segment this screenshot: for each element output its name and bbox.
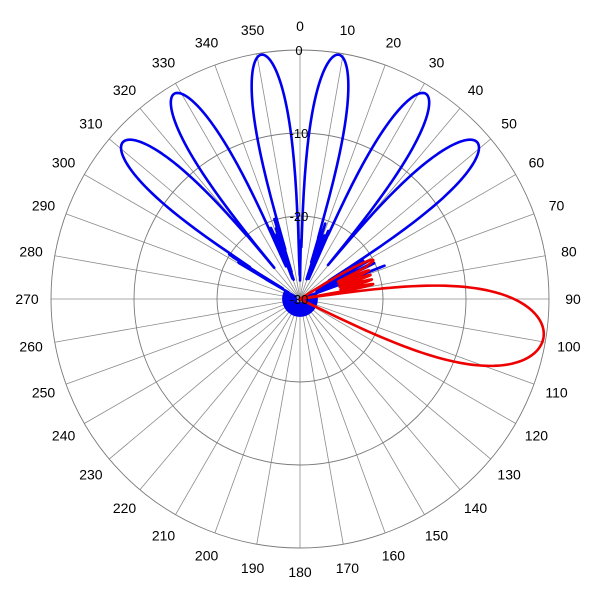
grid-spoke (256, 298, 301, 545)
angle-tick-label: 50 (501, 116, 517, 132)
grid-spoke (108, 138, 301, 300)
angle-tick-label: 280 (19, 244, 43, 260)
grid-spoke (65, 298, 301, 385)
label-layer: 0 10 20 30 40 50 60 70 80 90 100 110 120 130 140 150 160… (15, 18, 581, 580)
angle-tick-label: 170 (336, 560, 360, 576)
angle-tick-label: 240 (52, 428, 76, 444)
angle-tick-label: 90 (565, 291, 581, 307)
angle-tick-label: 230 (79, 467, 103, 483)
angle-tick-label: 120 (525, 428, 549, 444)
angle-tick-label: 270 (15, 291, 39, 307)
grid-spoke (54, 298, 301, 343)
grid-ring (133, 132, 467, 466)
grid-spoke (175, 298, 301, 515)
grid-ring (216, 215, 384, 383)
radial-tick-label: 0 (295, 43, 302, 58)
grid-spoke (299, 298, 535, 385)
radial-tick-label: -10 (290, 126, 309, 141)
angle-tick-label: 20 (386, 35, 402, 51)
grid-spoke (139, 298, 301, 491)
grid-spoke (299, 298, 461, 491)
grid-spoke (299, 298, 425, 515)
radial-tick-label: -30 (290, 292, 309, 307)
angle-tick-label: 130 (497, 467, 521, 483)
angle-tick-label: 150 (425, 527, 449, 543)
grid-spoke (299, 107, 461, 300)
grid-spoke (299, 298, 546, 343)
angle-tick-label: 190 (241, 560, 265, 576)
angle-tick-label: 100 (557, 338, 581, 354)
grid-spoke (299, 53, 344, 300)
angle-tick-label: 300 (52, 155, 76, 171)
angle-tick-label: 30 (429, 55, 445, 71)
grid-spoke (299, 298, 386, 534)
angle-tick-label: 330 (152, 55, 176, 71)
angle-tick-label: 340 (195, 35, 219, 51)
angle-tick-label: 310 (79, 116, 103, 132)
angle-tick-label: 60 (529, 155, 545, 171)
grid-spoke (84, 298, 301, 424)
angle-tick-label: 260 (19, 338, 43, 354)
angle-tick-label: 0 (296, 18, 304, 34)
angle-tick-label: 110 (545, 384, 568, 400)
angle-tick-label: 220 (113, 500, 137, 516)
angle-tick-label: 320 (113, 82, 137, 98)
grid-spoke (108, 298, 301, 460)
angle-tick-label: 40 (468, 82, 484, 98)
grid-spoke (299, 298, 492, 460)
angle-tick-label: 140 (464, 500, 488, 516)
angle-tick-label: 80 (561, 244, 577, 260)
grid-spoke (299, 83, 425, 300)
angle-tick-label: 180 (288, 564, 312, 580)
angle-tick-label: 200 (195, 548, 219, 564)
angle-tick-label: 290 (32, 198, 56, 214)
grid-spoke (256, 53, 301, 300)
grid-spoke (299, 298, 344, 545)
series-layer (119, 53, 546, 368)
angle-tick-label: 70 (549, 198, 565, 214)
grid-spoke (299, 138, 492, 300)
grid-layer (50, 49, 550, 549)
grid-spoke (299, 298, 516, 424)
angle-tick-label: 10 (340, 22, 356, 38)
angle-tick-label: 350 (241, 22, 265, 38)
grid-spoke (214, 298, 301, 534)
series-line-red (298, 258, 546, 368)
angle-tick-label: 210 (152, 527, 176, 543)
angle-tick-label: 250 (32, 384, 56, 400)
grid-spoke (65, 213, 301, 300)
radial-tick-label: -20 (290, 209, 309, 224)
grid-spoke (54, 255, 301, 300)
angle-tick-label: 160 (382, 548, 406, 564)
grid-ring (50, 49, 550, 549)
grid-spoke (175, 83, 301, 300)
